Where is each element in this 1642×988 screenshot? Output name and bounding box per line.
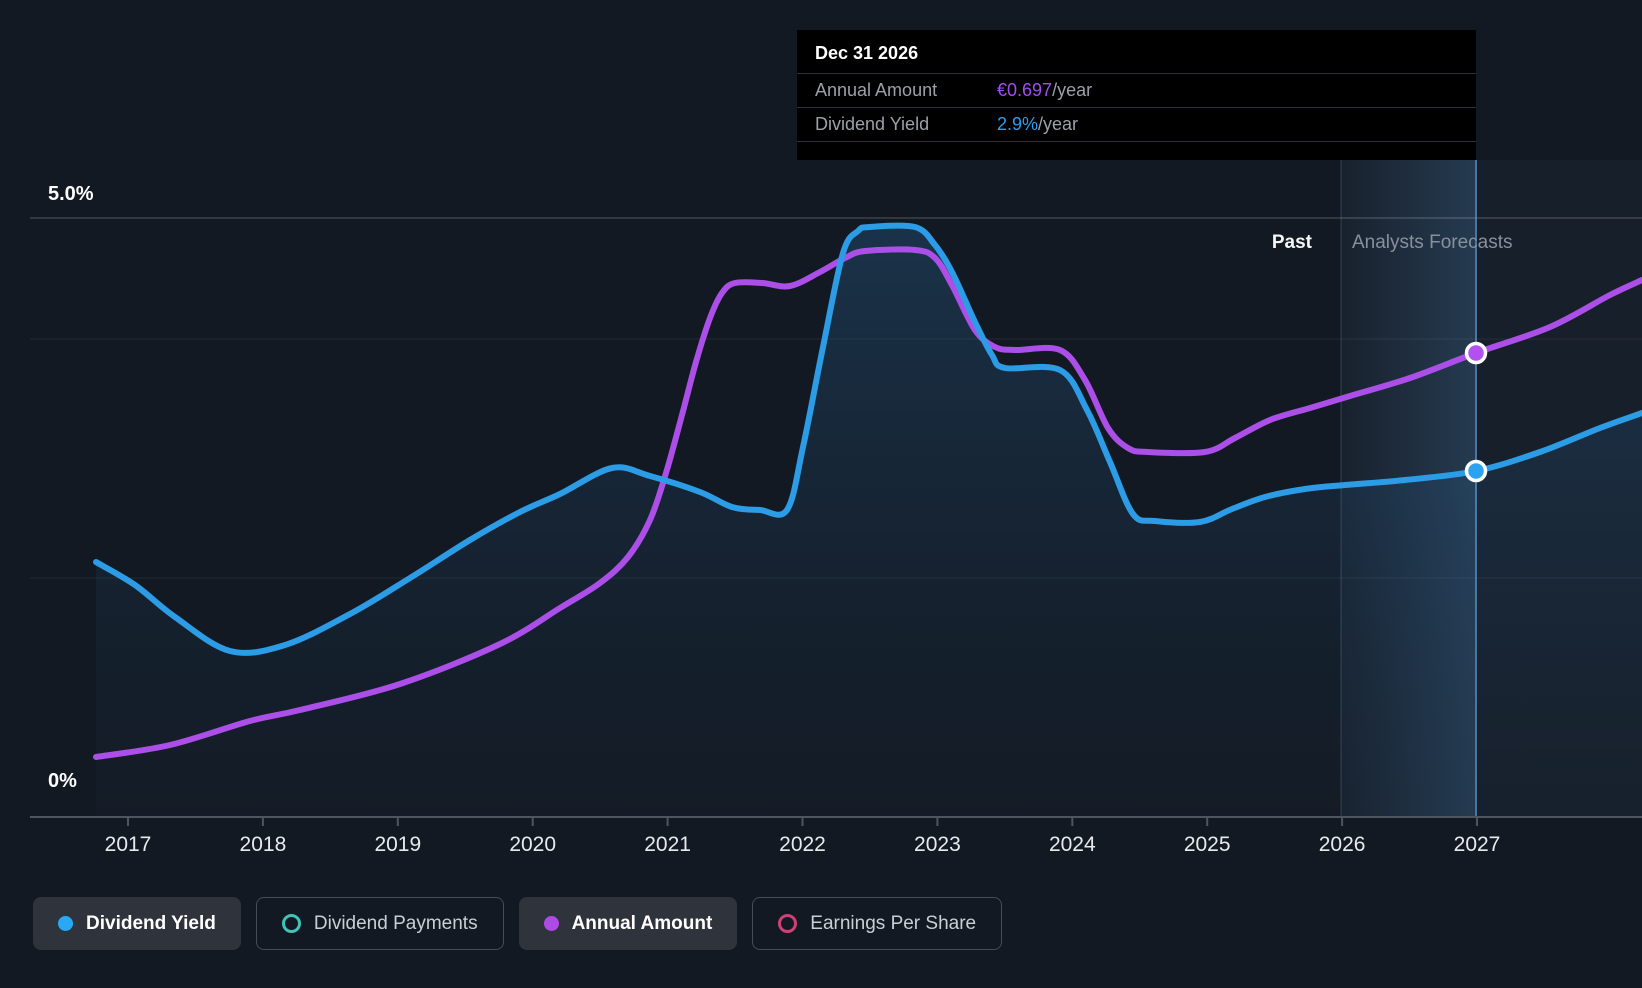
x-axis-label: 2020 (509, 833, 556, 856)
legend-toggle-earnings-per-share[interactable]: Earnings Per Share (752, 897, 1003, 950)
legend-label: Dividend Payments (313, 912, 478, 934)
x-axis-label: 2025 (1184, 833, 1231, 856)
dividend-payments-ring-icon (281, 914, 301, 933)
x-axis-label: 2017 (105, 833, 152, 856)
annual-amount-line (93, 246, 1642, 760)
x-axis-label: 2022 (779, 833, 826, 856)
annual-amount-marker[interactable] (1464, 341, 1488, 365)
dividend-yield-marker[interactable] (1464, 459, 1488, 483)
dividend-yield-area-fill (96, 225, 1642, 817)
chart-legend: Dividend Yield Dividend Payments Annual … (33, 897, 1003, 950)
x-axis-label: 2018 (240, 833, 287, 856)
annual-amount-dot-icon (543, 916, 559, 931)
legend-toggle-dividend-yield[interactable]: Dividend Yield (33, 897, 241, 950)
tooltip-label: Annual Amount (815, 80, 938, 100)
tooltip-row-dividend-yield: Dividend Yield 2.9% /year (797, 107, 1476, 142)
dividend-yield-line (93, 222, 1642, 656)
tooltip: Dec 31 2026 Annual Amount €0.697 /year D… (797, 30, 1476, 160)
x-axis-label: 2021 (644, 833, 691, 856)
legend-label: Earnings Per Share (810, 912, 977, 934)
earnings-per-share-ring-icon (778, 914, 798, 933)
x-axis-label: 2023 (914, 833, 961, 856)
tooltip-row-annual-amount: Annual Amount €0.697 /year (797, 73, 1476, 107)
tooltip-suffix: /year (1038, 114, 1079, 134)
x-axis-label: 2027 (1454, 833, 1501, 856)
x-axis-label: 2024 (1049, 833, 1096, 856)
x-axis-label: 2019 (374, 833, 421, 856)
forecast-region-label: Analysts Forecasts (1352, 232, 1513, 253)
legend-toggle-dividend-payments[interactable]: Dividend Payments (255, 897, 504, 950)
legend-label: Annual Amount (571, 912, 713, 934)
y-axis-max-label: 5.0% (48, 183, 94, 205)
legend-label: Dividend Yield (86, 912, 216, 934)
past-region-label: Past (1271, 232, 1312, 253)
tooltip-suffix: /year (1052, 80, 1093, 100)
tooltip-label: Dividend Yield (815, 114, 930, 134)
y-axis-min-label: 0% (48, 770, 77, 792)
x-axis-label: 2026 (1319, 833, 1366, 856)
dividend-yield-dot-icon (58, 916, 73, 931)
tooltip-value-annual-amount: €0.697 (997, 80, 1053, 100)
tooltip-value-dividend-yield: 2.9% (997, 114, 1039, 134)
legend-toggle-annual-amount[interactable]: Annual Amount (518, 897, 738, 950)
tooltip-date: Dec 31 2026 (815, 43, 919, 63)
